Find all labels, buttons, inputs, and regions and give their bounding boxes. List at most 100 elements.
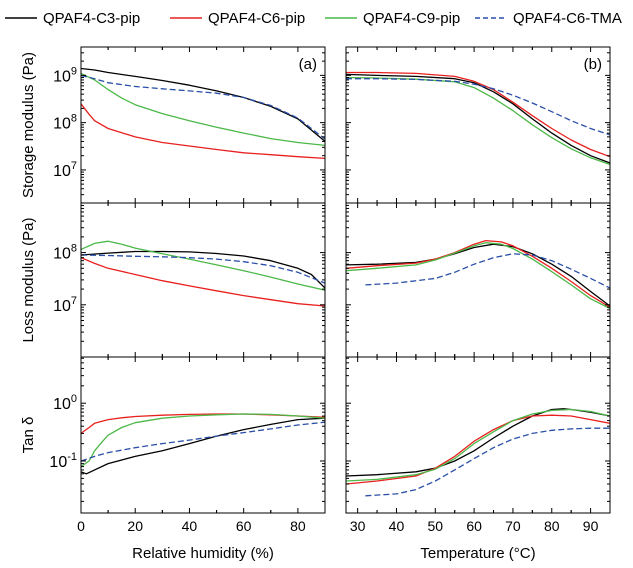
y-tick-label: 108	[53, 243, 77, 263]
x-axis-title: Temperature (°C)	[420, 545, 535, 562]
series-line-qpaf4-c3-pip	[346, 243, 610, 307]
y-tick-base: 10	[53, 246, 71, 263]
series-line-qpaf4-c6-pip	[346, 414, 610, 485]
series-line-qpaf4-c6-tma	[81, 74, 325, 140]
y-tick-base: 10	[53, 68, 71, 85]
x-ticks	[80, 357, 299, 513]
series-group	[346, 239, 610, 310]
series-line-qpaf4-c9-pip	[81, 72, 325, 147]
x-tick-label: 0	[77, 518, 85, 534]
series-line-qpaf4-c6-pip	[346, 239, 610, 308]
panel-r2-c0	[80, 356, 326, 514]
y-axis-title: Tan δ	[20, 417, 37, 454]
series-line-qpaf4-c6-tma	[81, 254, 325, 284]
y-axis-title: Loss modulus (Pa)	[20, 217, 37, 342]
series-line-qpaf4-c3-pip	[81, 67, 325, 142]
x-tick-label: 90	[583, 518, 599, 534]
panel-r0-c0: (a)	[80, 46, 326, 204]
y-ticks	[346, 52, 610, 204]
y-tick-base: 10	[53, 298, 71, 315]
panel-label: (b)	[584, 56, 602, 73]
x-tick-label: 30	[350, 518, 366, 534]
x-ticks	[357, 47, 592, 203]
series-line-qpaf4-c9-pip	[81, 413, 325, 468]
y-tick-exponent: 8	[71, 243, 77, 255]
x-tick-label: 20	[127, 518, 143, 534]
x-tick-label: 40	[389, 518, 405, 534]
panel-frame	[345, 202, 611, 358]
series-group	[346, 408, 610, 497]
y-tick-label: 100	[53, 393, 77, 413]
y-tick-label: 10-1	[49, 451, 77, 471]
x-tick-label: 60	[236, 518, 252, 534]
legend-item-qpaf4-c9-pip: QPAF4-C9-pip	[325, 10, 460, 27]
y-tick-base: 10	[53, 163, 71, 180]
panel-frame	[80, 46, 326, 204]
y-tick-exponent: 8	[71, 113, 77, 125]
series-line-qpaf4-c6-tma	[365, 427, 610, 497]
y-tick-label: 108	[53, 113, 77, 133]
y-tick-exponent: 7	[71, 295, 77, 307]
series-line-qpaf4-c6-pip	[81, 103, 325, 160]
legend: QPAF4-C3-pip QPAF4-C6-pip QPAF4-C9-pip QPAF…	[5, 10, 622, 27]
panel-label: (a)	[299, 56, 317, 73]
series-line-qpaf4-c3-pip	[346, 73, 610, 164]
legend-item-qpaf4-c6-tma: QPAF4-C6-TMA	[475, 10, 622, 27]
series-line-qpaf4-c6-tma	[365, 253, 610, 289]
x-tick-label: 40	[182, 518, 198, 534]
series-line-qpaf4-c6-tma	[346, 78, 610, 136]
series-line-qpaf4-c6-pip	[81, 257, 325, 307]
x-axis-title: Relative humidity (%)	[132, 545, 274, 562]
series-line-qpaf4-c3-pip	[81, 250, 325, 289]
y-ticks	[81, 357, 325, 502]
y-ticks	[346, 357, 610, 502]
y-tick-label: 107	[53, 160, 77, 180]
series-group	[81, 240, 325, 307]
y-tick-base: 10	[49, 454, 67, 471]
x-tick-label: 50	[428, 518, 444, 534]
x-tick-label: 80	[544, 518, 560, 534]
panels: (a) (b)	[80, 46, 611, 514]
y-ticks	[81, 52, 325, 204]
panel-frame	[80, 356, 326, 514]
panel-frame	[345, 356, 611, 514]
x-ticks	[357, 203, 592, 357]
panel-r1-c1	[345, 202, 611, 358]
series-line-qpaf4-c9-pip	[81, 240, 325, 291]
y-tick-label: 107	[53, 295, 77, 315]
y-axis-title: Storage modulus (Pa)	[20, 52, 37, 198]
panel-frame	[345, 46, 611, 204]
legend-item-qpaf4-c6-pip: QPAF4-C6-pip	[170, 10, 305, 27]
panel-frame	[80, 202, 326, 358]
y-tick-exponent: 0	[71, 393, 77, 405]
legend-item-qpaf4-c3-pip: QPAF4-C3-pip	[5, 10, 140, 27]
y-ticks	[81, 204, 325, 358]
series-line-qpaf4-c6-tma	[81, 421, 325, 462]
x-ticks	[357, 357, 592, 513]
panel-r2-c1	[345, 356, 611, 514]
series-group	[81, 413, 325, 475]
x-ticks	[80, 203, 299, 357]
series-line-qpaf4-c9-pip	[346, 408, 610, 482]
x-tick-label: 70	[505, 518, 521, 534]
x-axis-labels: 0 20 40 60 80 30 40 50 60 70 80 90 Relative humidity…	[77, 518, 598, 562]
series-line-qpaf4-c6-pip	[346, 71, 610, 158]
panel-r0-c1: (b)	[345, 46, 611, 204]
y-tick-exponent: -1	[67, 451, 77, 463]
legend-label: QPAF4-C6-TMA	[513, 10, 622, 27]
y-ticks	[346, 204, 610, 358]
series-group	[346, 71, 610, 166]
legend-label: QPAF4-C6-pip	[208, 10, 305, 27]
series-line-qpaf4-c9-pip	[346, 242, 610, 310]
legend-label: QPAF4-C3-pip	[43, 10, 140, 27]
y-tick-base: 10	[53, 396, 71, 413]
x-tick-label: 80	[290, 518, 306, 534]
series-group	[81, 67, 325, 160]
legend-label: QPAF4-C9-pip	[363, 10, 460, 27]
x-ticks	[80, 47, 299, 203]
y-tick-label: 109	[53, 65, 77, 85]
series-line-qpaf4-c9-pip	[346, 76, 610, 166]
series-line-qpaf4-c3-pip	[81, 417, 325, 475]
